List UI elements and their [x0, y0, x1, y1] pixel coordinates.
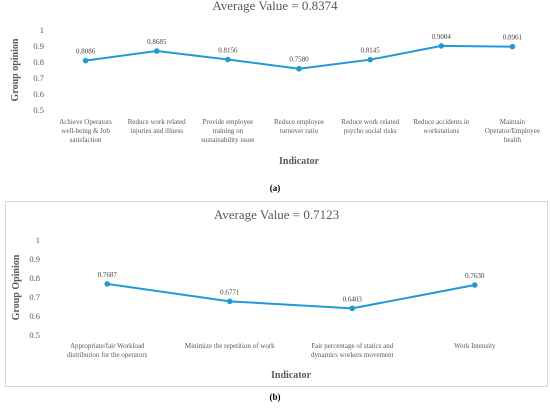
x-axis-title: Indicator	[271, 370, 312, 381]
data-label: 0.8685	[147, 38, 167, 46]
data-label: 0.6771	[220, 288, 240, 296]
data-point	[225, 56, 231, 63]
chart-a-panel: Average Value = 0.8374 0.5 0.6 0.7 0.8 0.9 1 I…	[0, 0, 550, 170]
category-label: Provide employee training on sustainabilit…	[201, 118, 254, 144]
chart-a-title: Average Value = 0.8374	[212, 0, 338, 13]
chart-b-caption: (b)	[269, 392, 281, 402]
y-tick-label: 0.9	[29, 254, 40, 264]
y-axis-title: Group Opinion	[11, 254, 22, 320]
data-point	[82, 57, 89, 64]
data-label: 0.7630	[465, 272, 485, 280]
data-label: 0.9004	[432, 33, 452, 41]
y-axis-title: Group opinion	[10, 38, 21, 101]
chart-a-plot: 0.5 0.6 0.7 0.8 0.9 1 Indicator Group opinion 0.…	[10, 25, 540, 167]
data-label: 0.8145	[361, 47, 381, 55]
data-point	[471, 282, 478, 288]
x-axis-title: Indicator	[279, 156, 320, 167]
data-point	[153, 48, 160, 54]
y-tick-label: 0.6	[29, 311, 40, 321]
data-point	[104, 281, 111, 287]
data-point	[509, 43, 516, 50]
data-point	[367, 56, 373, 63]
data-point	[296, 65, 302, 72]
y-tick-label: 0.5	[33, 105, 44, 115]
data-label: 0.7580	[289, 56, 309, 64]
category-label: Appropriate/fair Workload distribution fo…	[67, 342, 148, 359]
category-label: Reduce accidents in workstations	[413, 118, 469, 135]
y-tick-label: 1	[36, 235, 40, 245]
series-line	[107, 282, 475, 310]
y-tick-label: 0.7	[33, 73, 44, 83]
data-label: 0.8156	[218, 47, 238, 55]
data-point	[349, 305, 356, 312]
category-label: Reduce employee turnover ratio	[274, 118, 324, 135]
category-label: Maintain Operator/Employee health	[485, 118, 540, 144]
data-label: 0.7687	[98, 271, 118, 279]
data-point	[226, 298, 233, 305]
category-label: Reduce work related injuries and illness	[128, 118, 186, 135]
y-tick-label: 0.8	[29, 273, 40, 283]
data-label: 0.6403	[343, 295, 363, 303]
y-tick-label: 0.6	[33, 89, 44, 99]
category-label: Reduce work related psycho social risks	[341, 118, 399, 135]
category-label: Minimize the repetition of work	[185, 342, 275, 350]
data-label: 0.8086	[76, 48, 96, 56]
chart-b-plot: 0.5 0.6 0.7 0.8 0.9 1 Indicator Group Opinion 0.…	[11, 235, 496, 381]
chart-b-title: Average Value = 0.7123	[213, 207, 340, 222]
data-label: 0.8961	[503, 34, 523, 42]
y-tick-label: 0.9	[33, 41, 44, 51]
y-tick-label: 1	[40, 25, 44, 35]
y-tick-label: 0.7	[29, 292, 40, 302]
category-label: Work Intensity	[454, 342, 496, 350]
chart-a-caption: (a)	[269, 183, 281, 193]
chart-b-panel: Average Value = 0.7123 0.5 0.6 0.7 0.8 0.9 1 I…	[5, 201, 548, 387]
data-point	[438, 43, 445, 49]
y-tick-label: 0.8	[33, 57, 44, 67]
category-label: Fair percentage of statics and dynamics w…	[311, 342, 394, 359]
category-label: Achieve Operators well-being & Job satisfa…	[59, 118, 112, 144]
y-tick-label: 0.5	[29, 330, 40, 340]
